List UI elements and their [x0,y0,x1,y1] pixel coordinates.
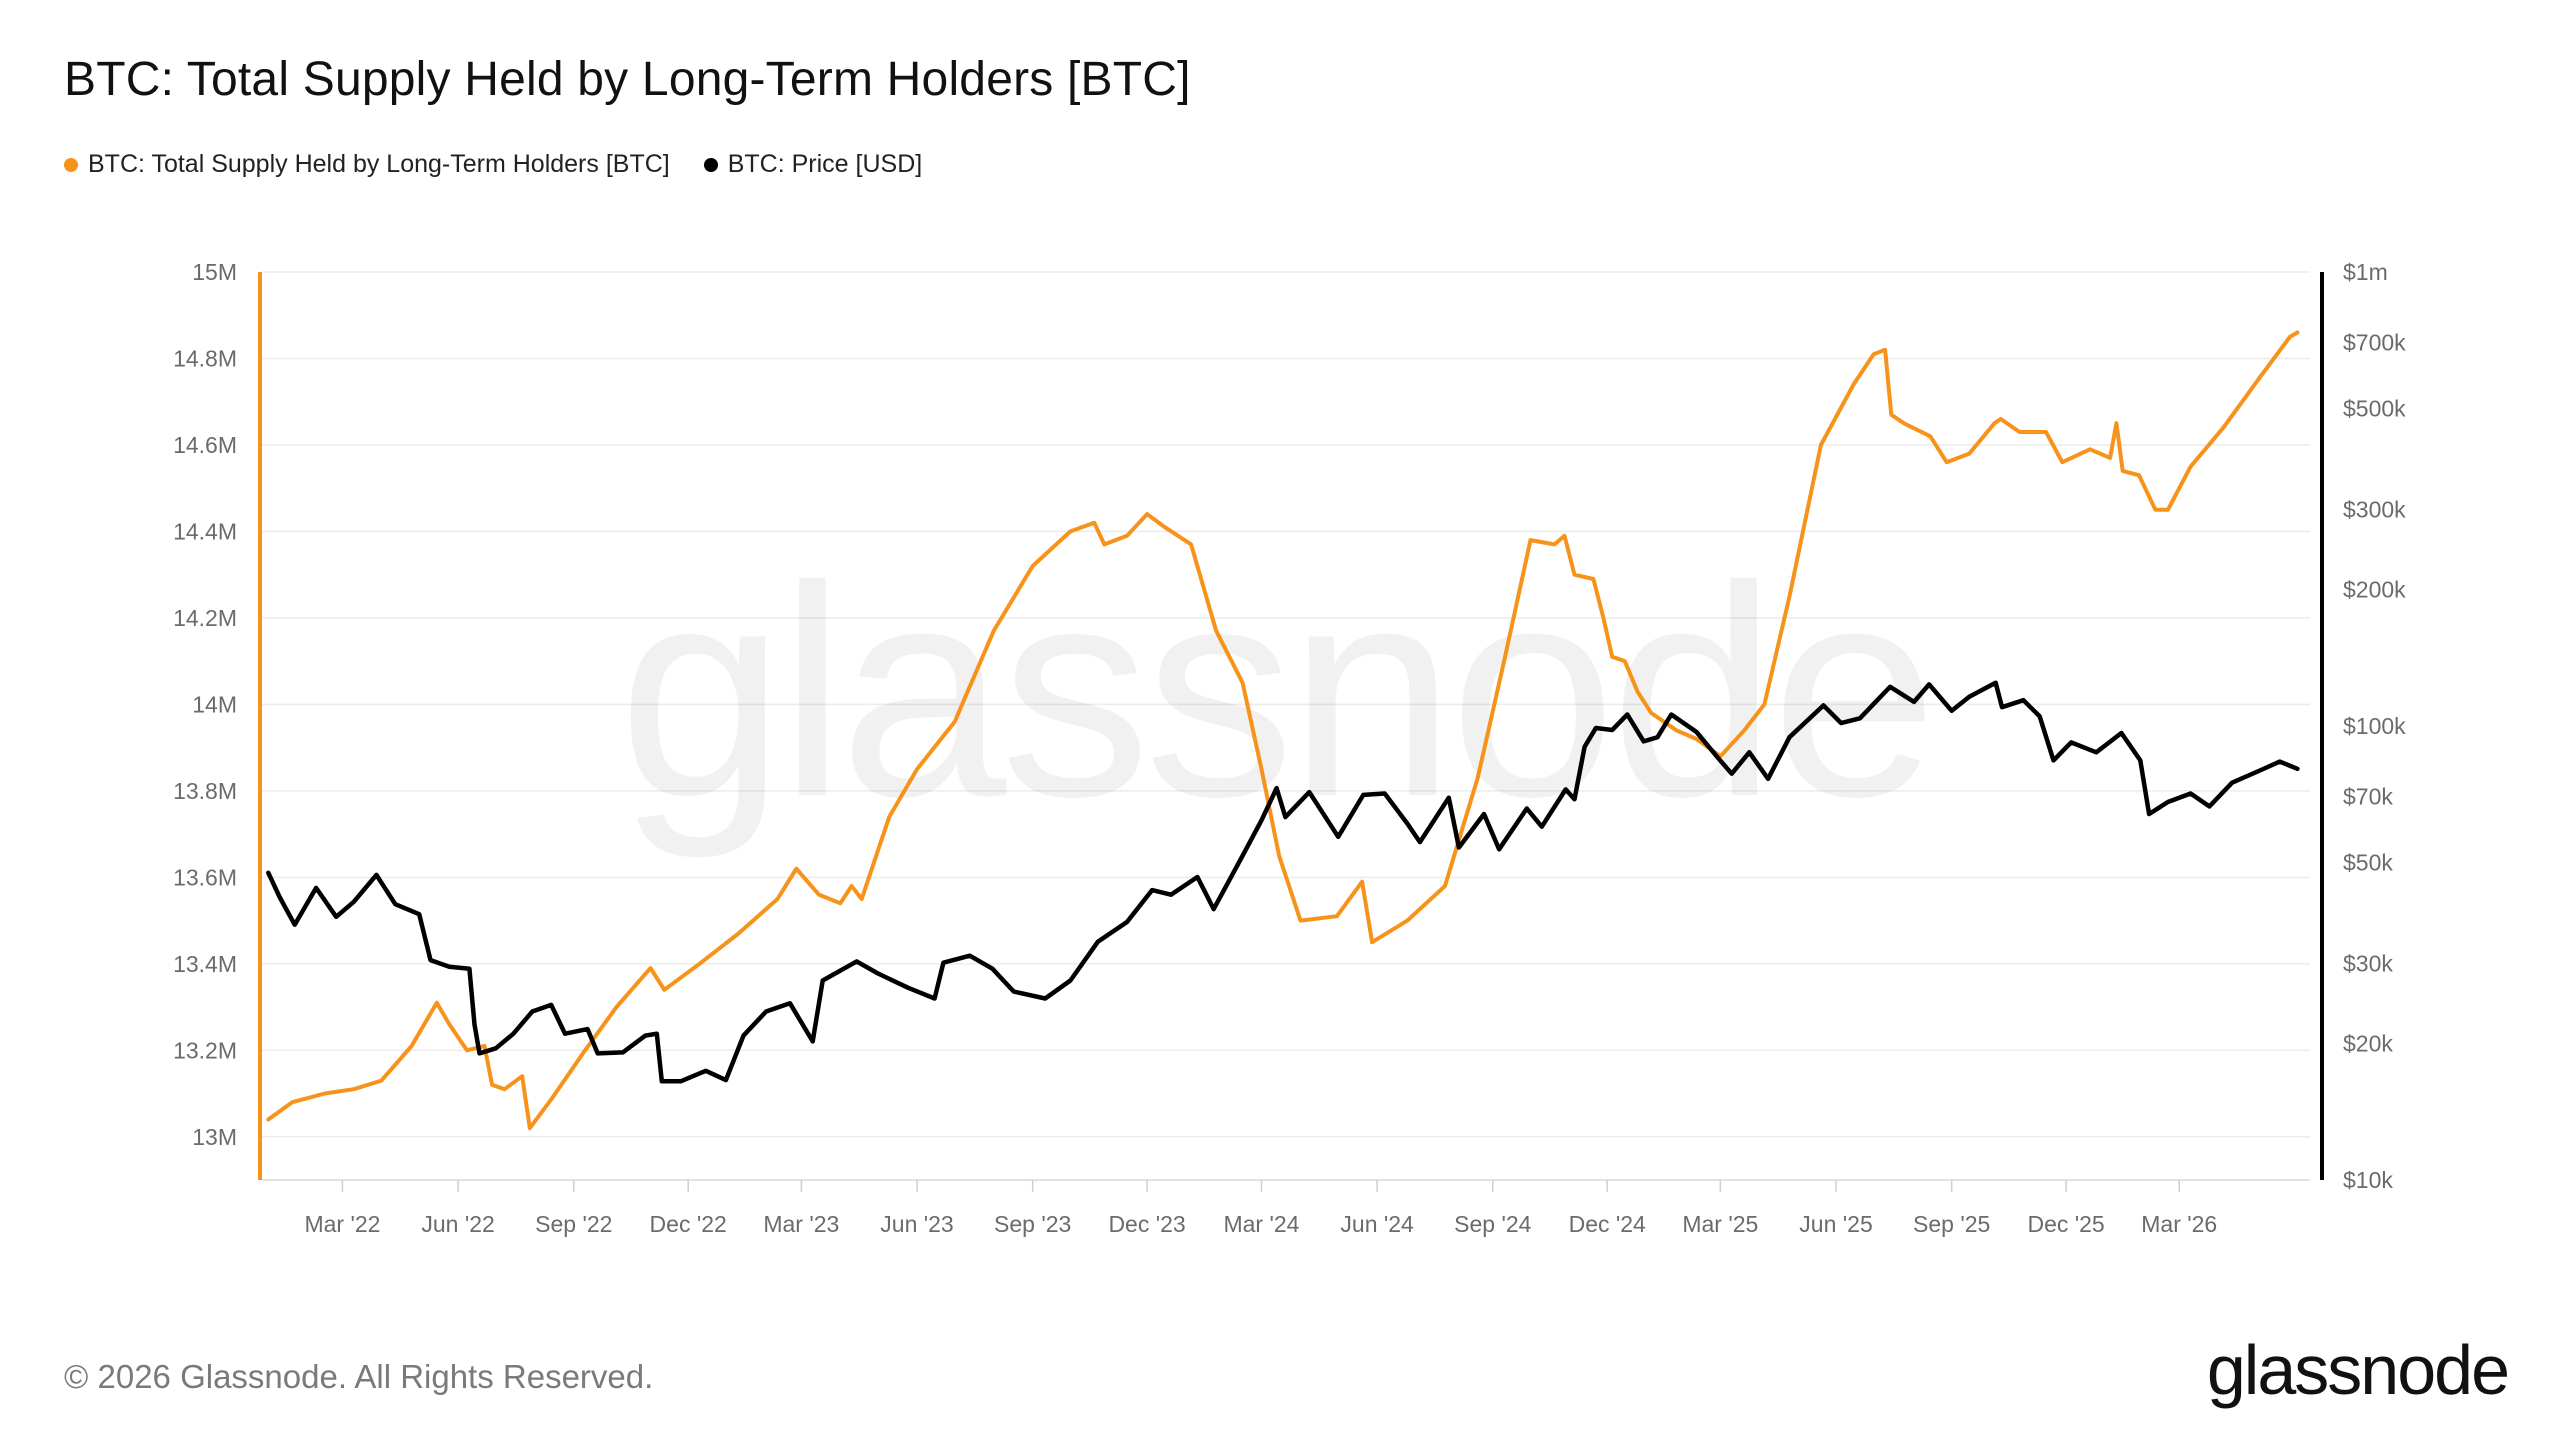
right-tick-label: $1m [2343,259,2388,285]
left-tick-label: 13.2M [173,1037,237,1063]
legend-item-lth-supply[interactable]: BTC: Total Supply Held by Long-Term Hold… [64,150,670,179]
x-tick-label: Jun '23 [880,1211,953,1237]
left-tick-label: 14M [192,691,237,717]
legend: BTC: Total Supply Held by Long-Term Hold… [64,150,922,179]
right-tick-label: $700k [2343,329,2406,355]
copyright-footer: © 2026 Glassnode. All Rights Reserved. [64,1358,654,1395]
right-tick-label: $70k [2343,783,2393,809]
legend-label-lth-supply: BTC: Total Supply Held by Long-Term Hold… [88,150,670,178]
right-tick-label: $200k [2343,576,2406,602]
chart-title: BTC: Total Supply Held by Long-Term Hold… [64,53,1191,106]
left-tick-label: 13.6M [173,864,237,890]
left-tick-label: 13.8M [173,778,237,804]
x-tick-label: Mar '22 [304,1211,380,1237]
x-tick-label: Dec '23 [1108,1211,1185,1237]
left-tick-label: 14.4M [173,518,237,544]
legend-label-price: BTC: Price [USD] [727,150,923,178]
right-tick-label: $500k [2343,396,2406,422]
grid-lines [262,271,2310,1138]
x-tick-label: Sep '23 [994,1211,1071,1237]
glassnode-watermark: glassnode [618,523,1932,861]
x-tick-label: Sep '22 [535,1211,612,1237]
x-tick-label: Jun '25 [1799,1211,1872,1237]
x-tick-label: Sep '25 [1913,1211,1990,1237]
left-tick-label: 14.6M [173,432,237,458]
x-tick-label: Dec '25 [2027,1211,2104,1237]
left-axis: 13M 13.2M 13.4M 13.6M 13.8M 14M 14.2M 14.4M 14.6… [173,259,262,1180]
x-tick-label: Mar '24 [1223,1211,1299,1237]
right-tick-label: $20k [2343,1030,2393,1056]
right-tick-label: $30k [2343,950,2393,976]
series-group [266,330,2300,1131]
right-tick-label: $50k [2343,850,2393,876]
left-tick-label: 13M [192,1124,237,1150]
right-axis: $10k $20k $30k $50k $70k $100k $200k $300k $500k… [2320,259,2406,1193]
right-tick-label: $10k [2343,1167,2393,1193]
x-tick-label: Dec '24 [1569,1211,1646,1237]
glassnode-logo[interactable]: glassnode [2206,1331,2510,1409]
legend-dot-orange-icon [64,157,78,172]
right-tick-label: $300k [2343,496,2406,522]
x-axis: Mar '22 Jun '22 Sep '22 Dec '22 Mar '23 Jun '… [262,1179,2310,1237]
x-tick-label: Jun '24 [1340,1211,1414,1237]
left-tick-label: 13.4M [173,951,237,977]
right-tick-label: $100k [2343,713,2406,739]
x-tick-label: Mar '23 [763,1211,839,1237]
series-line-lth-supply [266,330,2300,1131]
x-tick-label: Mar '26 [2141,1211,2217,1237]
chart-plot[interactable]: glassnode 13M 13.2M 13.4M 13.6M 13.8M 14M 14.2… [0,0,2560,1300]
x-tick-label: Jun '22 [421,1211,494,1237]
x-tick-label: Sep '24 [1454,1211,1531,1237]
legend-item-price[interactable]: BTC: Price [USD] [703,150,923,179]
x-tick-label: Mar '25 [1682,1211,1758,1237]
legend-dot-black-icon [703,157,718,172]
left-tick-label: 14.2M [173,605,237,631]
left-tick-label: 14.8M [173,345,237,371]
left-tick-label: 15M [192,259,237,285]
series-line-price [266,680,2300,1084]
x-tick-label: Dec '22 [650,1211,727,1237]
